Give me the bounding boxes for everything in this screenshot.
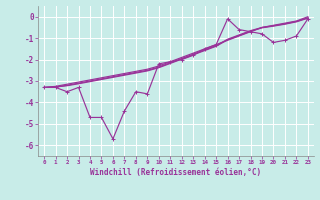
X-axis label: Windchill (Refroidissement éolien,°C): Windchill (Refroidissement éolien,°C) (91, 168, 261, 177)
